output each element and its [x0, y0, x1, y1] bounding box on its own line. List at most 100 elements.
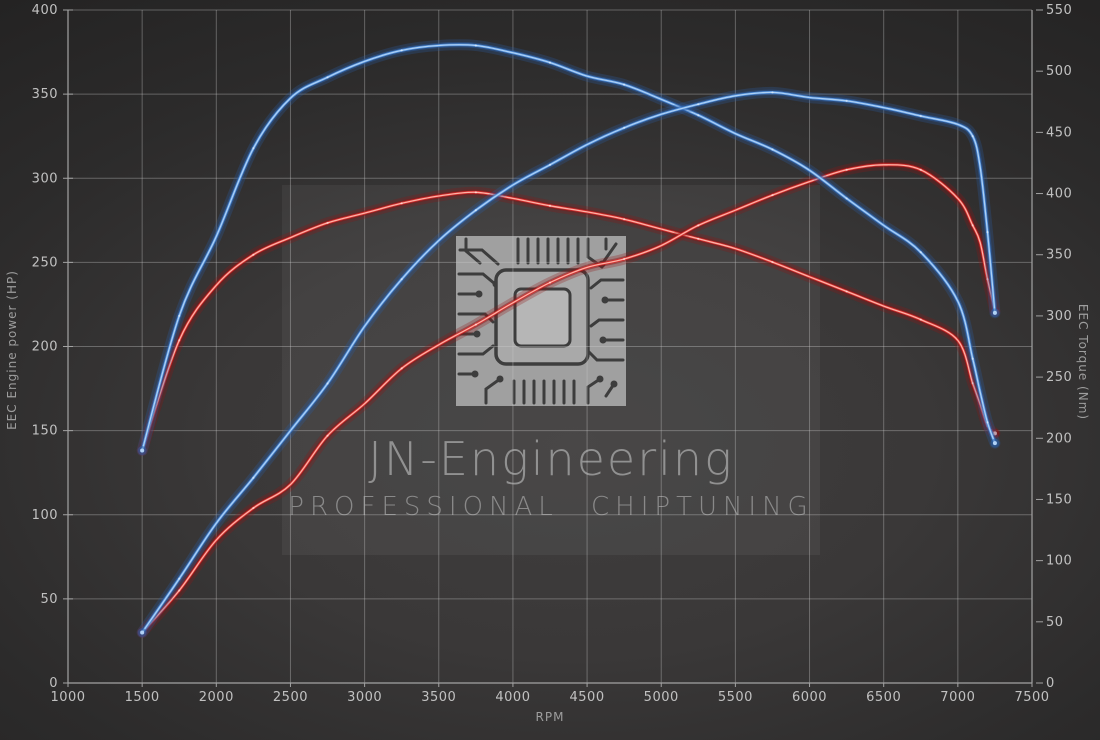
data-point-dot — [986, 230, 989, 234]
y-left-tick-label: 400 — [32, 3, 58, 18]
data-point-dot — [400, 367, 403, 370]
curve-stroke — [141, 191, 996, 452]
data-point-dot — [919, 114, 922, 118]
curve-red-power — [136, 159, 1001, 638]
y-left-tick-label: 100 — [32, 508, 58, 523]
curve-stroke — [141, 164, 996, 634]
axes-layer — [63, 9, 1043, 687]
data-point-dot — [178, 589, 181, 592]
y-left-tick-label: 150 — [32, 424, 58, 439]
x-tick-label: 1500 — [125, 690, 160, 705]
curve-blue-torque — [136, 39, 1001, 456]
curve-red-torque — [136, 186, 1001, 456]
data-point-dot — [623, 257, 626, 261]
data-point-dot — [697, 114, 700, 117]
curve-stroke — [141, 91, 996, 634]
curve-stroke — [136, 186, 1001, 456]
data-point-dot — [548, 61, 552, 64]
y-right-tick-label: 500 — [1046, 64, 1072, 79]
curve-stroke — [140, 163, 997, 634]
curve-endpoint — [992, 431, 997, 436]
x-tick-label: 7500 — [1014, 690, 1049, 705]
data-point-dot — [400, 278, 403, 281]
data-point-dot — [326, 382, 329, 385]
data-point-dot — [771, 148, 774, 151]
data-point-dot — [548, 163, 552, 166]
data-point-dot — [771, 260, 774, 264]
data-point-dot — [400, 202, 403, 205]
data-point-dot — [771, 193, 774, 197]
data-point-dot — [252, 476, 255, 479]
data-point-dot — [252, 506, 255, 510]
curve-blue-power — [136, 86, 1001, 638]
data-point-dot — [474, 191, 477, 194]
curve-stroke — [141, 44, 996, 452]
x-tick-label: 3000 — [347, 690, 382, 705]
data-point-dot — [178, 577, 181, 580]
y-right-tick-label: 450 — [1046, 125, 1072, 140]
right-axis-title: EEC Torque (Nm) — [1076, 304, 1090, 420]
x-tick-label: 5000 — [644, 690, 679, 705]
data-point-dot — [986, 278, 989, 281]
tick-labels-layer: 1000 1500 2000 2500 3000 3500 4000 4500 5000 5500… — [32, 3, 1072, 705]
y-left-tick-label: 250 — [32, 255, 58, 270]
data-point-dot — [697, 224, 700, 227]
x-tick-label: 2500 — [273, 690, 308, 705]
y-left-tick-label: 300 — [32, 171, 58, 186]
curves-layer — [136, 39, 1001, 638]
data-point-dot — [623, 126, 626, 129]
y-right-tick-label: 50 — [1046, 615, 1064, 630]
data-point-dot — [845, 197, 848, 200]
data-point-dot — [548, 204, 552, 207]
data-point-dot — [771, 91, 774, 94]
curve-stroke — [139, 189, 998, 454]
curve-endpoint — [992, 441, 997, 446]
x-tick-label: 3500 — [421, 690, 456, 705]
y-left-tick-label: 200 — [32, 340, 58, 355]
data-point-dot — [252, 147, 255, 150]
y-left-tick-label: 350 — [32, 87, 58, 102]
y-left-tick-label: 50 — [40, 592, 58, 607]
x-tick-label: 1000 — [50, 690, 85, 705]
y-right-tick-label: 200 — [1046, 431, 1072, 446]
left-axis-title: EEC Engine power (HP) — [5, 270, 19, 430]
curve-stroke — [140, 190, 997, 452]
data-point-dot — [845, 99, 848, 102]
curve-stroke — [136, 86, 1001, 638]
data-point-dot — [178, 314, 181, 318]
data-point-dot — [326, 76, 329, 79]
y-right-tick-label: 400 — [1046, 187, 1072, 202]
x-tick-label: 2000 — [199, 690, 234, 705]
x-tick-label: 4500 — [570, 690, 605, 705]
y-right-tick-label: 350 — [1046, 248, 1072, 263]
curve-stroke — [139, 162, 998, 636]
data-point-dot — [697, 103, 700, 106]
data-point-dot — [400, 49, 403, 52]
data-point-dot — [252, 253, 255, 256]
data-point-dot — [474, 209, 477, 212]
curve-endpoint — [992, 310, 997, 315]
data-point-dot — [971, 357, 974, 360]
data-point-dot — [986, 421, 989, 424]
y-right-tick-label: 0 — [1046, 676, 1055, 691]
data-point-dot — [845, 290, 848, 293]
data-point-dot — [548, 281, 552, 284]
data-point-dot — [971, 224, 974, 227]
x-tick-label: 6000 — [792, 690, 827, 705]
curve-endpoint — [140, 630, 145, 635]
data-point-dot — [623, 218, 626, 221]
curve-stroke — [136, 159, 1001, 638]
curve-stroke — [139, 89, 998, 636]
data-point-dot — [623, 83, 626, 86]
data-point-dot — [845, 168, 848, 171]
data-point-dot — [919, 251, 922, 254]
y-right-tick-label: 300 — [1046, 309, 1072, 324]
x-tick-label: 4000 — [495, 690, 530, 705]
data-point-dot — [971, 382, 974, 385]
data-point-dot — [474, 44, 477, 47]
curve-endpoint — [140, 448, 145, 453]
x-tick-label: 5500 — [718, 690, 753, 705]
data-point-dot — [326, 221, 329, 225]
